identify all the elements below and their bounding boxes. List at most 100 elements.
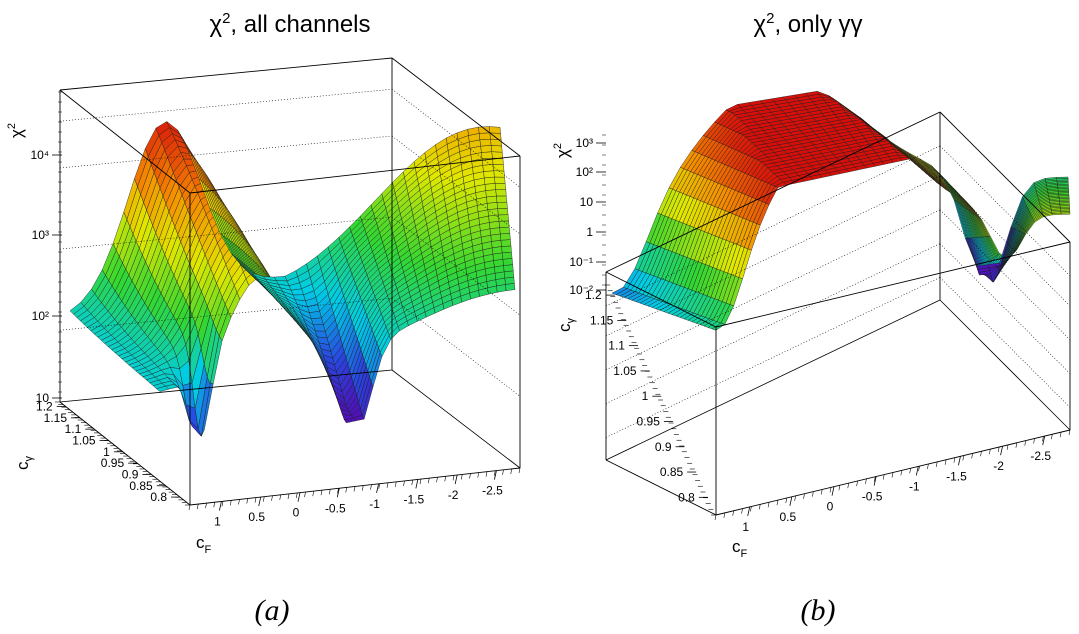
x-tick bbox=[915, 466, 919, 476]
y-axis-label-a: cγ bbox=[13, 456, 35, 471]
x-minor-tick bbox=[246, 498, 249, 504]
x-minor-tick bbox=[714, 514, 717, 521]
y-tick-label: 1 bbox=[103, 445, 110, 459]
x-tick bbox=[297, 492, 301, 502]
chart-title-a: χ2, all channels bbox=[209, 10, 370, 38]
x-tick-label: -1.5 bbox=[946, 469, 967, 483]
x-tick bbox=[873, 476, 877, 486]
x-minor-tick bbox=[295, 492, 298, 499]
x-tick-label: -1 bbox=[909, 479, 920, 493]
z-tick-label: 10⁴ bbox=[30, 148, 49, 162]
surface-cell bbox=[502, 258, 513, 266]
x-tick bbox=[376, 483, 379, 493]
grid-line bbox=[391, 298, 521, 397]
x-tick-label: 0.5 bbox=[248, 510, 265, 524]
box-edge bbox=[715, 241, 1071, 328]
x-minor-tick bbox=[927, 463, 929, 470]
box-edge bbox=[605, 111, 941, 273]
box-edge bbox=[59, 89, 191, 194]
y-tick-label: 1 bbox=[642, 389, 649, 403]
surface-cell bbox=[486, 202, 498, 210]
y-tick-label: 0.85 bbox=[129, 479, 153, 493]
y-axis-label-b: cγ bbox=[555, 318, 577, 333]
surface-cell bbox=[503, 270, 515, 279]
surface-a bbox=[69, 121, 516, 438]
x-minor-tick bbox=[221, 501, 224, 507]
x-minor-tick bbox=[812, 491, 814, 497]
x-minor-tick bbox=[874, 476, 876, 482]
x-minor-tick bbox=[378, 483, 381, 489]
surface-cell bbox=[480, 145, 493, 153]
ticks-b: 1 0.5 0 -0.5 -1 -1.5 -2 -2.5 1.2 1.15 1.1 1.05 1 0.95… bbox=[569, 134, 1071, 534]
x-minor-tick bbox=[847, 483, 850, 489]
x-tick bbox=[1042, 435, 1046, 446]
y-tick-label: 1.1 bbox=[65, 422, 82, 436]
grid-line bbox=[59, 135, 393, 169]
x-minor-tick bbox=[989, 449, 991, 455]
x-minor-tick bbox=[411, 479, 414, 486]
surface-cell bbox=[495, 189, 507, 197]
x-tick bbox=[1000, 446, 1003, 456]
surface-cell bbox=[481, 151, 493, 160]
x-minor-tick bbox=[1059, 432, 1062, 438]
x-minor-tick bbox=[510, 468, 513, 474]
x-minor-tick bbox=[918, 466, 920, 472]
x-tick-label: 0 bbox=[293, 506, 300, 520]
surface-cell bbox=[503, 264, 514, 273]
x-minor-tick bbox=[213, 502, 216, 508]
x-minor-tick bbox=[882, 474, 885, 480]
x-minor-tick bbox=[196, 504, 199, 510]
x-minor-tick bbox=[436, 477, 438, 483]
surface-cell bbox=[494, 176, 506, 184]
x-tick bbox=[258, 496, 262, 507]
y-tick-label: 1.15 bbox=[590, 313, 614, 327]
x-minor-tick bbox=[1051, 434, 1053, 440]
x-minor-tick bbox=[741, 508, 743, 514]
x-minor-tick bbox=[980, 451, 982, 457]
x-minor-tick bbox=[1068, 429, 1071, 436]
grid-line bbox=[939, 277, 1071, 408]
surface-cell bbox=[501, 251, 513, 260]
x-minor-tick bbox=[838, 485, 841, 491]
y-tick-label: 1.1 bbox=[608, 339, 625, 353]
chart-panel-a: 1 0.5 0 -0.5 -1 -1.5 -2 -2.5 1.2 1.15 1.1 1.05 1 0.95… bbox=[6, 10, 521, 627]
x-tick bbox=[747, 506, 751, 516]
x-minor-tick bbox=[419, 479, 422, 485]
x-minor-tick bbox=[785, 497, 788, 504]
x-tick-label: 0 bbox=[827, 500, 834, 514]
surface-cell bbox=[478, 132, 491, 141]
x-minor-tick bbox=[900, 470, 903, 476]
x-minor-tick bbox=[271, 495, 273, 501]
x-minor-tick bbox=[909, 468, 911, 474]
x-minor-tick bbox=[829, 487, 832, 493]
x-minor-tick bbox=[320, 490, 323, 496]
x-minor-tick bbox=[518, 467, 521, 474]
x-minor-tick bbox=[238, 499, 240, 505]
x-minor-tick bbox=[312, 491, 315, 497]
box-edge bbox=[59, 57, 393, 91]
z-tick-label: 10³ bbox=[32, 228, 49, 242]
x-minor-tick bbox=[820, 489, 823, 495]
surface-cell bbox=[479, 138, 492, 147]
x-minor-tick bbox=[1024, 440, 1027, 446]
y-tick-label: 1.05 bbox=[72, 433, 96, 447]
x-minor-tick bbox=[469, 473, 471, 479]
x-minor-tick bbox=[794, 495, 796, 501]
y-tick-label: 0.8 bbox=[150, 490, 167, 504]
z-tick-label: 10² bbox=[576, 165, 593, 179]
z-tick-label: 10⁻¹ bbox=[569, 255, 593, 269]
x-tick-label: -0.5 bbox=[325, 501, 346, 515]
x-minor-tick bbox=[262, 496, 265, 502]
x-minor-tick bbox=[1033, 438, 1035, 444]
surface-cell bbox=[490, 145, 503, 153]
surface-cell bbox=[483, 170, 495, 179]
x-minor-tick bbox=[856, 480, 858, 487]
x-minor-tick bbox=[345, 487, 348, 493]
surface-cell bbox=[485, 189, 497, 198]
z-tick-label: 10² bbox=[32, 309, 49, 323]
z-tick-label: 10 bbox=[580, 195, 594, 209]
x-minor-tick bbox=[803, 493, 805, 499]
x-tick bbox=[831, 486, 835, 496]
x-minor-tick bbox=[205, 503, 207, 509]
grid-line bbox=[939, 175, 1071, 307]
